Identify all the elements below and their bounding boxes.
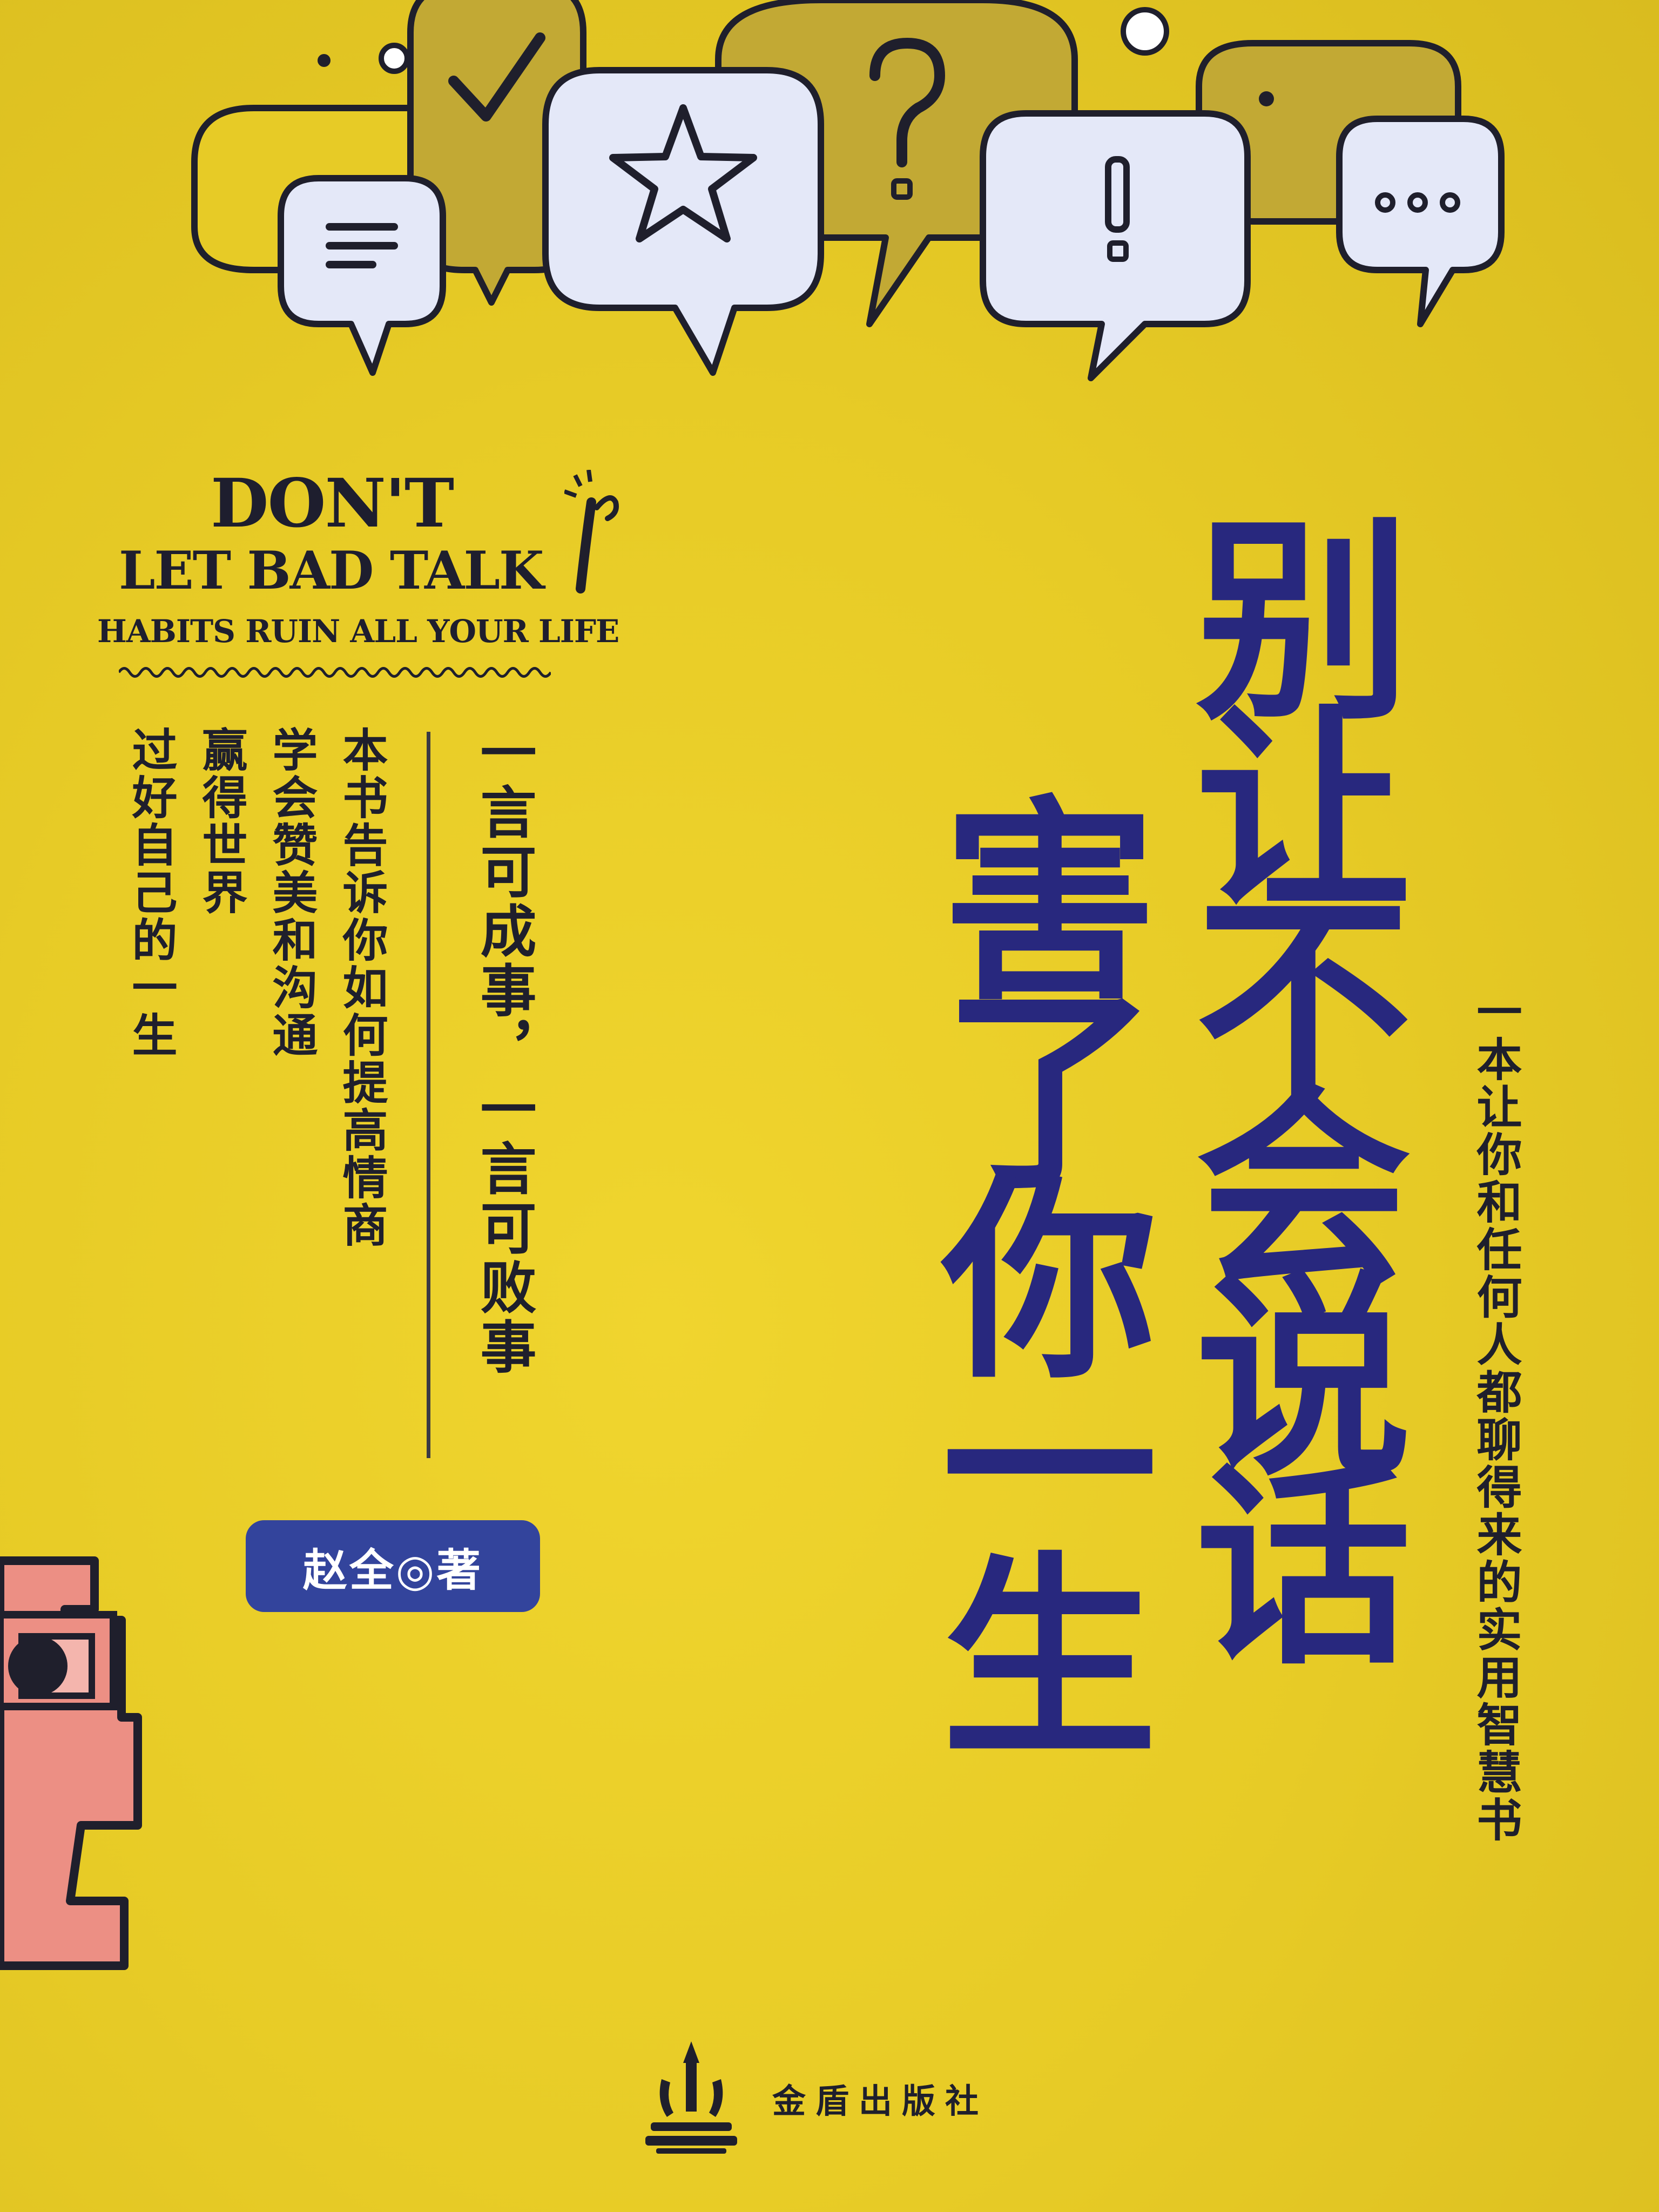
main-title-line2: 害了你一生 bbox=[905, 788, 1158, 1734]
publisher-logo-icon bbox=[645, 2041, 737, 2154]
checkmark-icon bbox=[448, 32, 545, 122]
english-title-line2: LET BAD TALK bbox=[119, 540, 544, 601]
english-title-line3: HABITS RUIN ALL YOUR LIFE bbox=[97, 613, 619, 650]
lines-icon bbox=[326, 223, 398, 268]
exclamation-dot bbox=[1107, 240, 1129, 262]
exclamation-icon bbox=[1105, 156, 1130, 233]
pink-figure-illustration bbox=[0, 1556, 142, 1970]
description-line-3: 赢得世界 bbox=[195, 726, 248, 916]
wavy-divider bbox=[119, 667, 551, 678]
author-badge: 赵全◎著 bbox=[246, 1520, 540, 1612]
vertical-divider bbox=[427, 732, 430, 1458]
question-icon bbox=[869, 37, 946, 167]
dot-decoration bbox=[1259, 91, 1274, 106]
question-dot bbox=[891, 178, 913, 200]
description-line-4: 过好自己的一生 bbox=[125, 726, 178, 1059]
dot-decoration bbox=[318, 54, 331, 67]
motto: 一言可成事，一言可败事 bbox=[470, 724, 537, 1377]
light-bubble-star bbox=[542, 67, 824, 376]
ellipsis-icon bbox=[1375, 192, 1460, 213]
subtitle: 一本让你和任何人都聊得来的实用智慧书 bbox=[1469, 988, 1523, 1844]
english-title-line1: DON'T bbox=[211, 464, 454, 543]
main-title-line1: 别让不会说话 bbox=[1158, 508, 1412, 1642]
light-bubble-lines bbox=[278, 175, 446, 376]
ring-decoration bbox=[1121, 7, 1169, 56]
description-line-2: 学会赞美和沟通 bbox=[265, 726, 318, 1059]
publisher-name: 金盾出版社 bbox=[772, 2081, 989, 2121]
speech-bubbles-illustration bbox=[191, 0, 1505, 381]
star-icon bbox=[609, 104, 757, 242]
light-bubble-dots bbox=[1336, 116, 1505, 327]
description-line-1: 本书告诉你如何提高情商 bbox=[335, 726, 388, 1249]
pencil-icon bbox=[564, 470, 619, 594]
ring-decoration bbox=[379, 43, 410, 74]
